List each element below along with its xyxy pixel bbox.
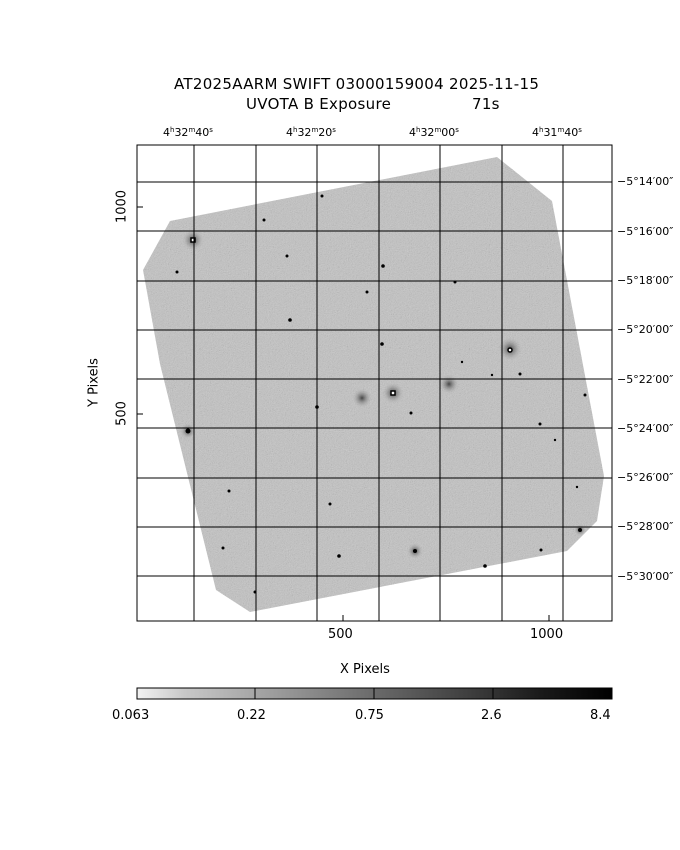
dec-tick-label: −5°16′00″ bbox=[617, 225, 674, 238]
dec-tick-label: −5°22′00″ bbox=[617, 373, 674, 386]
dec-tick-label: −5°20′00″ bbox=[617, 323, 674, 336]
ra-tick-label: 4h32m40s bbox=[163, 126, 213, 139]
coordinate-grid bbox=[137, 145, 612, 621]
ra-tick-label: 4h31m40s bbox=[532, 126, 582, 139]
dec-tick-label: −5°14′00″ bbox=[617, 175, 674, 188]
dec-tick-label: −5°26′00″ bbox=[617, 471, 674, 484]
x-tick-label: 1000 bbox=[530, 627, 564, 642]
y-tick-label: 500 bbox=[114, 401, 130, 426]
dec-tick-label: −5°30′00″ bbox=[617, 570, 674, 583]
ra-tick-label: 4h32m00s bbox=[409, 126, 459, 139]
colorbar-label: 0.22 bbox=[237, 708, 266, 723]
dec-tick-label: −5°28′00″ bbox=[617, 520, 674, 533]
dec-tick-label: −5°18′00″ bbox=[617, 274, 674, 287]
y-tick-label: 1000 bbox=[114, 189, 130, 224]
filter-label: UVOTA B Exposure bbox=[246, 95, 392, 113]
image-title: AT2025AARM SWIFT 03000159004 2025-11-15 bbox=[174, 75, 540, 93]
x-tick-label: 500 bbox=[328, 627, 353, 642]
colorbar-label: 0.75 bbox=[355, 708, 384, 723]
colorbar-label: 8.4 bbox=[590, 708, 611, 723]
colorbar-label: 0.063 bbox=[112, 708, 150, 723]
colorbar-label: 2.6 bbox=[481, 708, 502, 723]
y-axis-label: Y Pixels bbox=[86, 358, 102, 407]
x-axis-label: X Pixels bbox=[340, 662, 390, 677]
exposure-time: 71s bbox=[472, 95, 500, 113]
plot-frame bbox=[136, 144, 613, 622]
colorbar bbox=[136, 687, 613, 700]
ra-tick-label: 4h32m20s bbox=[286, 126, 336, 139]
dec-tick-label: −5°24′00″ bbox=[617, 422, 674, 435]
